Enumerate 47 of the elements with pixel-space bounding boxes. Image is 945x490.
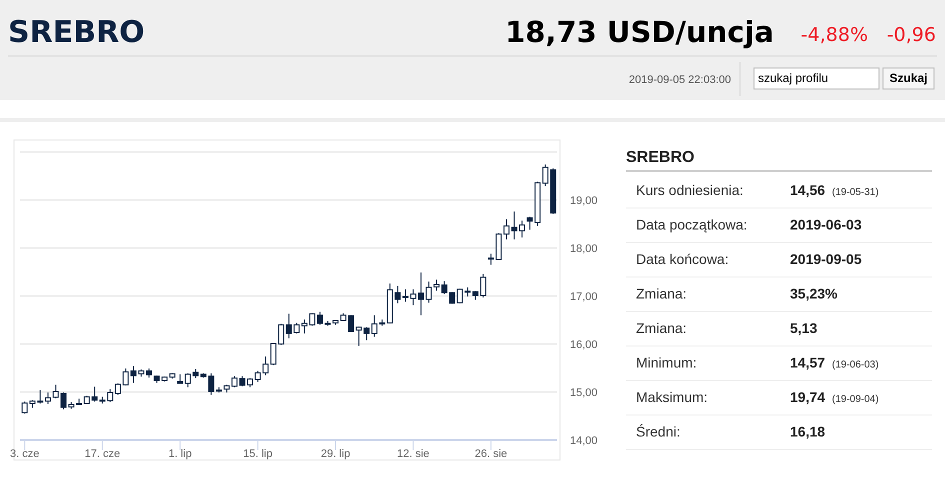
text: (19-06-03) — [832, 360, 879, 370]
x-tick-label: 3. cze — [10, 448, 40, 460]
x-tick-label: 26. sie — [474, 448, 508, 460]
text: 18,73 USD/uncja — [505, 15, 774, 49]
x-tick-label: 29. lip — [320, 448, 350, 460]
text: Maksimum: — [636, 389, 708, 405]
text: SREBRO — [626, 149, 694, 166]
text: Zmiana: — [636, 286, 687, 302]
text: -4,88% — [800, 24, 868, 46]
candlestick — [146, 368, 152, 378]
chart-title: SREBRO — [8, 15, 145, 50]
search-field: szukaj profilu — [754, 68, 880, 90]
y-tick-label: 17,00 — [570, 291, 598, 303]
text: 5,13 — [790, 320, 818, 336]
candlestick — [503, 218, 510, 240]
x-tick-label: 15. lip — [243, 448, 272, 460]
candlestick — [231, 376, 238, 388]
text: Minimum: — [636, 354, 697, 370]
candlestick — [177, 374, 184, 384]
text: Zmiana: — [636, 320, 687, 336]
y-tick-label: 15,00 — [570, 387, 598, 399]
candlestick — [60, 392, 67, 410]
x-tick-label: 17. cze — [84, 448, 120, 460]
text: 19,74 — [790, 389, 826, 405]
search-button: Szukaj — [882, 68, 934, 90]
text: 16,18 — [790, 424, 826, 440]
text: Kurs odniesienia: — [636, 182, 744, 198]
text: -0,96 — [886, 24, 936, 46]
text: 2019-06-03 — [790, 216, 862, 232]
x-tick-label: 1. lip — [168, 448, 192, 460]
y-tick-label: 19,00 — [570, 195, 598, 207]
text: 35,23% — [790, 286, 838, 302]
text: (19-09-04) — [832, 394, 879, 405]
y-tick-label: 14,00 — [570, 435, 598, 447]
text: 14,56 — [790, 182, 826, 198]
y-tick-label: 18,00 — [570, 243, 598, 255]
candlestick — [22, 401, 28, 414]
text: Średni: — [636, 424, 680, 440]
text: (19-05-31) — [832, 187, 879, 198]
text: Data końcowa: — [636, 251, 729, 267]
x-tick-label: 12. sie — [397, 448, 430, 460]
text: Data początkowa: — [636, 216, 748, 232]
text: 14,57 — [790, 354, 826, 370]
candlestick — [418, 272, 424, 316]
text: 2019-09-05 22:03:00 — [628, 74, 731, 86]
text: 2019-09-05 — [790, 251, 862, 267]
y-tick-label: 16,00 — [570, 339, 598, 351]
